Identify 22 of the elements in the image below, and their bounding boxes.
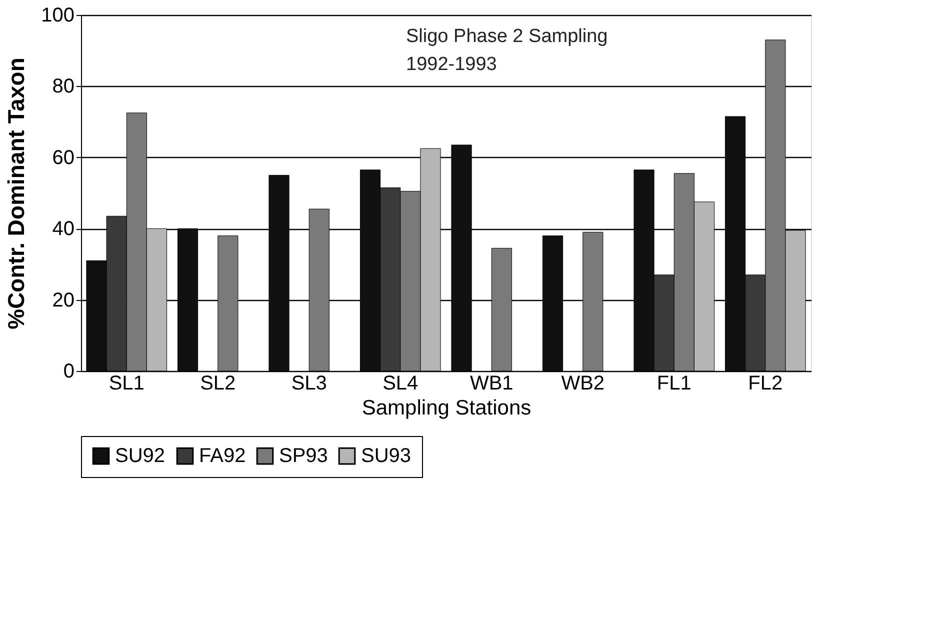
- legend-label: SU93: [361, 445, 412, 468]
- x-tick-label: SL2: [200, 372, 236, 394]
- x-tick-label: WB2: [561, 372, 605, 394]
- x-tick-label: FL1: [656, 372, 692, 394]
- y-tick-label: 80: [52, 76, 74, 98]
- legend-label: SP93: [279, 445, 328, 468]
- annotation: Sligo Phase 2 Sampling: [406, 26, 608, 47]
- x-axis-title: Sampling Stations: [362, 396, 532, 420]
- x-tick-label: SL1: [108, 372, 144, 394]
- y-tick-label: 40: [52, 218, 74, 240]
- y-tick-label: 100: [41, 4, 74, 26]
- legend-label: FA92: [199, 445, 246, 468]
- y-tick-label: 0: [63, 360, 74, 382]
- x-tick-label: WB1: [470, 372, 514, 394]
- x-tick-label: SL4: [382, 372, 418, 394]
- x-tick-label: FL2: [748, 372, 783, 394]
- y-axis-title: %Contr. Dominant Taxon: [3, 58, 30, 330]
- legend-label: SU92: [115, 445, 166, 468]
- y-tick-label: 20: [52, 289, 74, 312]
- x-tick-label: SL3: [291, 372, 327, 394]
- annotation: 1992-1993: [406, 54, 497, 75]
- y-tick-label: 60: [52, 146, 74, 169]
